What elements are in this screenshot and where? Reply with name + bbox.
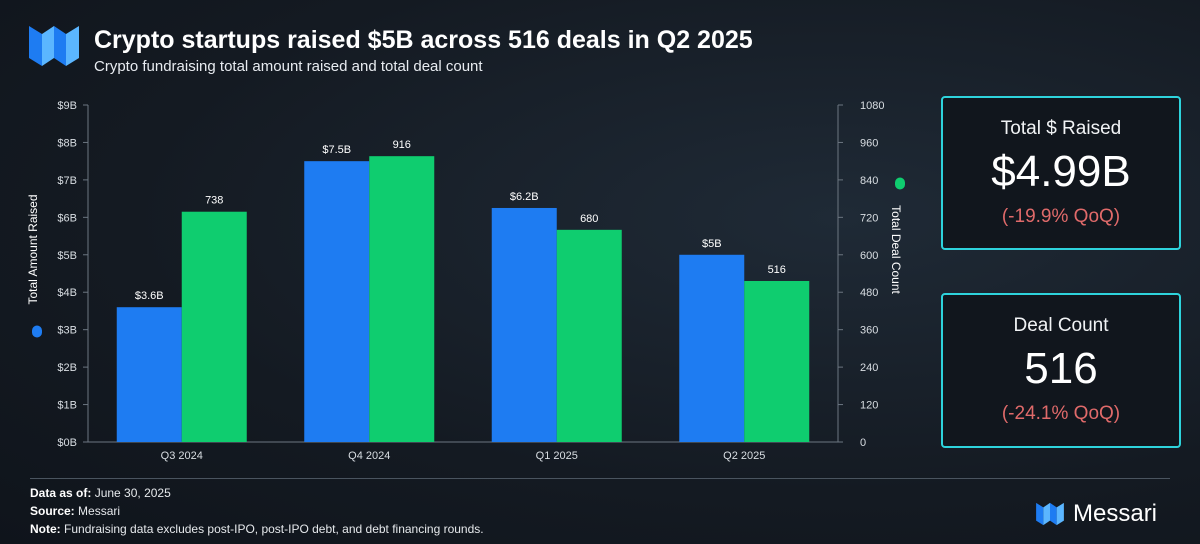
y-right-tick-label: 360 <box>860 325 878 337</box>
x-tick-label: Q1 2025 <box>536 450 578 462</box>
deals-bar <box>744 280 810 442</box>
y-right-tick-label: 840 <box>860 175 878 187</box>
page-title: Crypto startups raised $5B across 516 de… <box>94 26 753 54</box>
y-right-tick-label: 240 <box>860 362 878 374</box>
amount-bar <box>491 207 557 442</box>
deal-count-change: (-24.1% QoQ) <box>1001 403 1121 424</box>
y-left-tick-label: $8B <box>57 137 77 149</box>
amount-bar-label: $6.2B <box>510 191 539 203</box>
brand: Messari <box>1035 498 1175 530</box>
y-right-axis-title: Total Deal Count <box>889 205 903 294</box>
footer-note: Note: Fundraising data excludes post-IPO… <box>30 522 484 536</box>
amount-bar <box>304 161 370 442</box>
deals-bar-label: 680 <box>580 213 598 225</box>
y-left-tick-label: $4B <box>57 287 77 299</box>
x-tick-label: Q2 2025 <box>723 450 765 462</box>
footer-data-as-of: Data as of: June 30, 2025 <box>30 486 171 500</box>
deal-count-card: Deal Count 516 (-24.1% QoQ) <box>941 293 1181 448</box>
amount-bar <box>116 307 182 442</box>
amount-bar-label: $3.6B <box>135 290 164 302</box>
y-left-tick-label: $3B <box>57 325 77 337</box>
x-tick-label: Q4 2024 <box>348 450 390 462</box>
total-raised-change: (-19.9% QoQ) <box>1001 206 1121 227</box>
deals-bar-label: 516 <box>768 264 786 276</box>
deals-legend-dot <box>895 177 905 190</box>
deal-count-value: 516 <box>1024 344 1098 393</box>
footer-divider <box>30 478 1170 479</box>
y-left-tick-label: $7B <box>57 175 77 187</box>
y-right-tick-label: 0 <box>860 437 866 449</box>
y-right-tick-label: 480 <box>860 287 878 299</box>
y-left-tick-label: $0B <box>57 437 77 449</box>
y-left-tick-label: $5B <box>57 250 77 262</box>
y-left-tick-label: $2B <box>57 362 77 374</box>
y-left-tick-label: $1B <box>57 400 77 412</box>
y-left-tick-label: $9B <box>57 100 77 112</box>
deals-bar-label: 738 <box>205 195 223 207</box>
x-tick-label: Q3 2024 <box>161 450 203 462</box>
y-right-tick-label: 960 <box>860 137 878 149</box>
y-right-tick-label: 720 <box>860 212 878 224</box>
fundraising-chart: $0B $1B $2B $3B $4B $5B $6B $7B $8B $9B 0 120 240 360… <box>26 100 905 462</box>
y-right-tick-label: 120 <box>860 400 878 412</box>
brand-name: Messari <box>1073 500 1158 527</box>
deals-bar <box>181 211 247 442</box>
y-right-tick-label: 1080 <box>860 100 884 112</box>
amount-bar-label: $5B <box>702 238 722 250</box>
messari-brand-icon <box>1036 502 1064 526</box>
amount-legend-dot <box>32 325 42 338</box>
total-raised-value: $4.99B <box>991 147 1131 196</box>
y-left-tick-label: $6B <box>57 212 77 224</box>
amount-bar <box>679 254 745 442</box>
total-raised-card: Total $ Raised $4.99B (-19.9% QoQ) <box>941 96 1181 250</box>
footer-source: Source: Messari <box>30 504 121 518</box>
deal-count-label: Deal Count <box>1013 315 1109 336</box>
total-raised-label: Total $ Raised <box>1000 118 1122 139</box>
amount-bar-label: $7.5B <box>322 144 351 156</box>
messari-logo-icon <box>29 26 79 66</box>
page-subtitle: Crypto fundraising total amount raised a… <box>94 58 483 75</box>
deals-bar <box>556 229 622 442</box>
y-left-axis-title: Total Amount Raised <box>26 194 40 304</box>
y-right-tick-label: 600 <box>860 250 878 262</box>
deals-bar-label: 916 <box>393 139 411 151</box>
deals-bar <box>369 156 435 442</box>
